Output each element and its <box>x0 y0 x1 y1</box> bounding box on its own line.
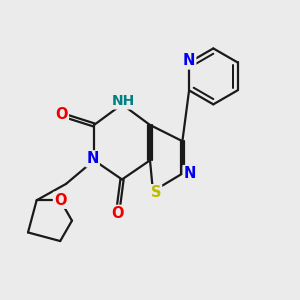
Text: NH: NH <box>112 94 135 108</box>
Text: N: N <box>183 53 195 68</box>
Text: O: O <box>56 107 68 122</box>
Text: N: N <box>86 151 99 166</box>
Text: S: S <box>151 185 161 200</box>
Text: O: O <box>111 206 124 221</box>
Text: O: O <box>54 193 66 208</box>
Text: N: N <box>184 166 196 181</box>
